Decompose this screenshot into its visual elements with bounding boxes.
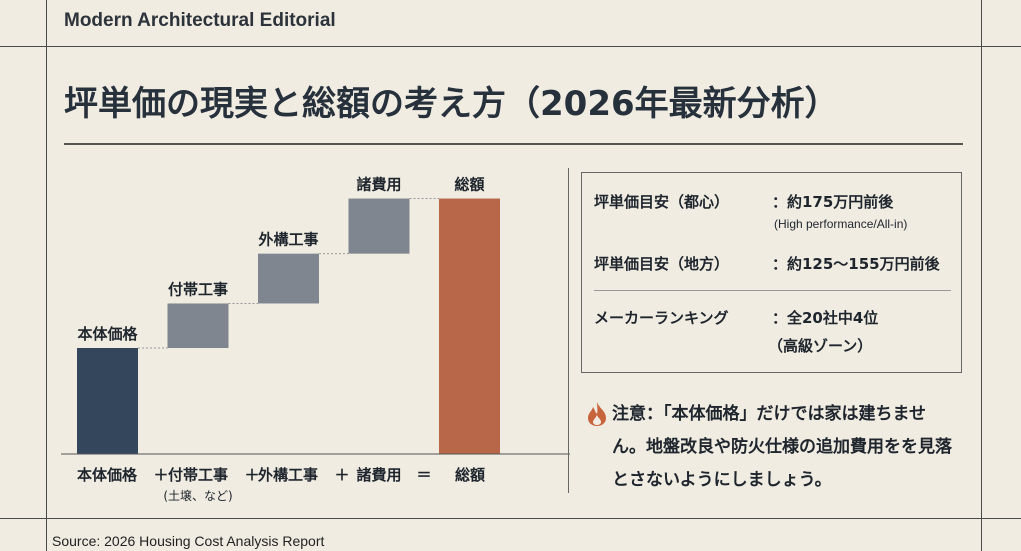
bar-0 <box>77 348 138 454</box>
brand-name: Modern Architectural Editorial <box>64 10 336 31</box>
bar-4 <box>439 198 500 454</box>
caution-text: 注意：「本体価格」だけでは家は建ちません。地盤改良や防火仕様の追加費用をを見落と… <box>612 404 952 490</box>
info-note: (High performance/All-in) <box>774 217 908 231</box>
source-citation: Source: 2026 Housing Cost Analysis Repor… <box>52 533 325 549</box>
bar-label: 総額 <box>454 176 484 194</box>
info-label: 坪単価目安（都心） <box>594 193 730 211</box>
page-title: 坪単価の現実と総額の考え方（2026年最新分析） <box>64 84 839 124</box>
bottom-label: 外構工事 <box>257 466 318 484</box>
bar-label: 付帯工事 <box>168 280 228 298</box>
info-row-rural: 坪単価目安（地方） ：約125〜155万円前後 <box>594 253 940 274</box>
info-note: （高級ゾーン） <box>768 337 873 355</box>
info-box: 坪単価目安（都心） ：約175万円前後 (High performance/Al… <box>581 172 962 373</box>
frame-line-right <box>981 0 982 551</box>
info-label: 坪単価目安（地方） <box>594 255 730 273</box>
info-row-urban: 坪単価目安（都心） ：約175万円前後 <box>594 191 893 212</box>
bottom-sublabel: (土壌、など) <box>163 489 232 503</box>
bottom-label: ＋ <box>334 466 349 484</box>
bar-1 <box>167 303 229 348</box>
bottom-label: 総額 <box>455 466 485 484</box>
info-row-ranking: メーカーランキング ：全20社中4位 <box>594 307 878 328</box>
bottom-label: ＋ <box>244 466 259 484</box>
title-divider <box>64 143 963 145</box>
bar-label: 外構工事 <box>257 231 318 249</box>
bottom-label: ＝ <box>416 466 431 484</box>
bar-label: 諸費用 <box>356 176 401 194</box>
bottom-label: 付帯工事 <box>168 466 228 484</box>
frame-line-top <box>0 46 1021 47</box>
bottom-label: 本体価格 <box>77 466 138 484</box>
bar-label: 本体価格 <box>77 325 138 343</box>
info-separator <box>594 290 951 291</box>
info-value: ：約125〜155万円前後 <box>772 255 940 273</box>
frame-line-left <box>46 0 47 551</box>
info-value: ：約175万円前後 <box>772 193 894 211</box>
frame-line-bottom <box>0 518 1021 519</box>
info-value: ：全20社中4位 <box>772 309 879 327</box>
bar-3 <box>348 198 410 254</box>
bottom-label: 諸費用 <box>356 466 401 484</box>
bottom-label: ＋ <box>153 466 168 484</box>
bar-2 <box>258 253 319 304</box>
info-label: メーカーランキング <box>594 309 729 327</box>
column-divider <box>568 168 569 493</box>
fire-icon <box>588 402 606 426</box>
